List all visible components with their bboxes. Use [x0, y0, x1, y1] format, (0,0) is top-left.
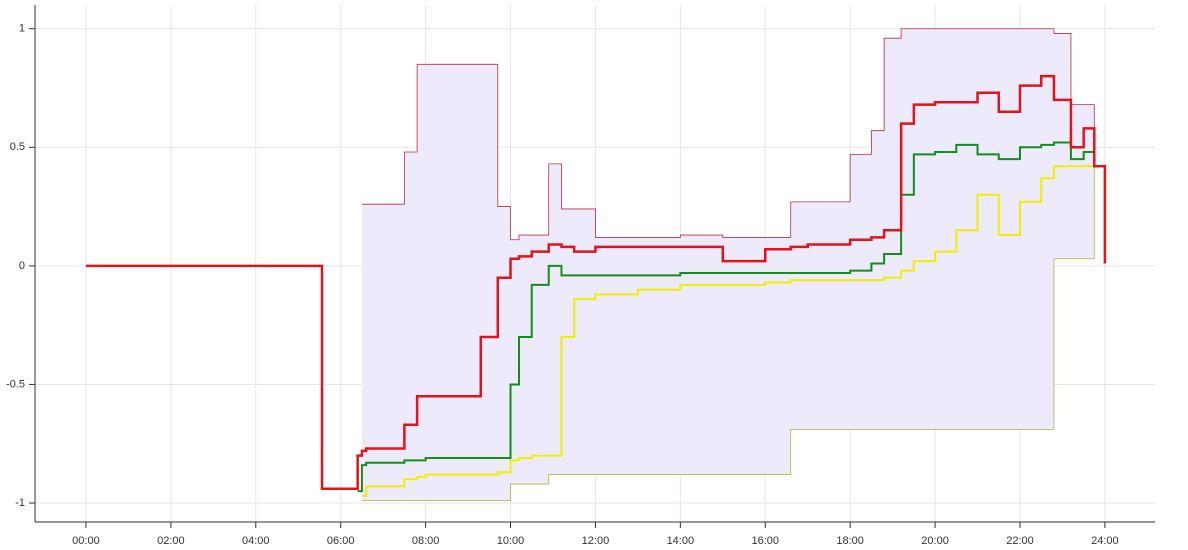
series-line	[357, 141, 1096, 493]
x-tick-label: 00:00	[72, 535, 100, 547]
x-tick-label: 22:00	[1006, 535, 1034, 547]
series-line	[85, 74, 1107, 491]
series-line	[361, 165, 1095, 497]
series-line	[361, 166, 1095, 502]
x-tick-label: 14:00	[667, 535, 695, 547]
x-tick-label: 16:00	[751, 535, 779, 547]
y-tick-label: 1	[19, 23, 25, 35]
y-tick-label: 0.5	[10, 141, 25, 153]
band-fill	[361, 28, 1095, 501]
x-tick-label: 10:00	[497, 535, 525, 547]
x-tick-label: 04:00	[242, 535, 270, 547]
y-tick-label: -0.5	[6, 378, 25, 390]
x-tick-label: 20:00	[921, 535, 949, 547]
x-tick-label: 08:00	[412, 535, 440, 547]
x-tick-label: 12:00	[582, 535, 610, 547]
x-tick-label: 18:00	[836, 535, 864, 547]
x-tick-label: 02:00	[157, 535, 185, 547]
y-tick-label: -1	[15, 497, 25, 509]
series-line	[361, 28, 1095, 241]
x-tick-label: 24:00	[1091, 535, 1119, 547]
y-tick-label: 0	[19, 260, 25, 272]
x-tick-label: 06:00	[327, 535, 355, 547]
